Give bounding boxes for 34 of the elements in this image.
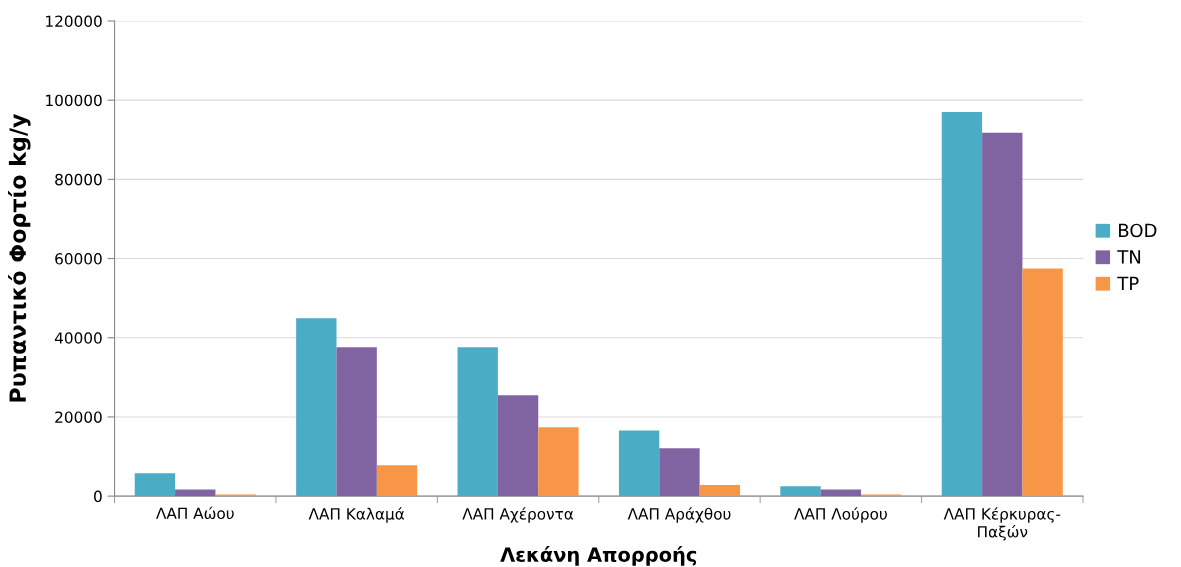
y-tick-label: 60000	[55, 253, 102, 265]
bar	[175, 489, 216, 497]
bar	[296, 318, 337, 497]
bar	[780, 486, 821, 497]
bar	[659, 448, 700, 497]
x-tick-label: ΛΑΠ Αώου	[156, 506, 234, 520]
x-tick-label: ΛΑΠ Αράχθου	[627, 507, 731, 523]
x-axis-title: Λεκάνη Απορροής	[500, 546, 697, 566]
y-tick-label: 100000	[46, 94, 102, 107]
x-tick-label: ΛΑΠ Λούρου	[794, 507, 887, 523]
y-tick-label: 20000	[55, 411, 102, 423]
legend-label: TN	[1117, 250, 1141, 264]
bar	[457, 347, 498, 497]
bar	[941, 112, 983, 497]
x-tick-label: ΛΑΠ Αχέροντα	[462, 507, 574, 523]
bar	[699, 485, 740, 497]
x-tick-label: ΛΑΠ Κέρκυρας-Παξών	[943, 507, 1061, 541]
bar	[538, 427, 579, 497]
y-tick-label: 0	[94, 490, 102, 503]
bar	[134, 473, 176, 497]
bar	[1022, 268, 1063, 497]
x-tick-label: ΛΑΠ Καλαμά	[308, 507, 405, 523]
y-tick-label: 40000	[54, 332, 102, 344]
bar	[376, 465, 418, 497]
y-axis-title: Ρυπαντικό Φορτίο kg/y	[7, 113, 31, 402]
legend-label: TP	[1117, 276, 1139, 291]
bar	[982, 132, 1023, 497]
bar	[497, 395, 539, 497]
bar	[618, 430, 660, 497]
bar	[820, 489, 862, 497]
y-tick-label: 120000	[46, 15, 102, 27]
y-tick-label: 80000	[55, 173, 102, 186]
legend-label: BOD	[1119, 223, 1157, 238]
bar	[336, 347, 377, 497]
